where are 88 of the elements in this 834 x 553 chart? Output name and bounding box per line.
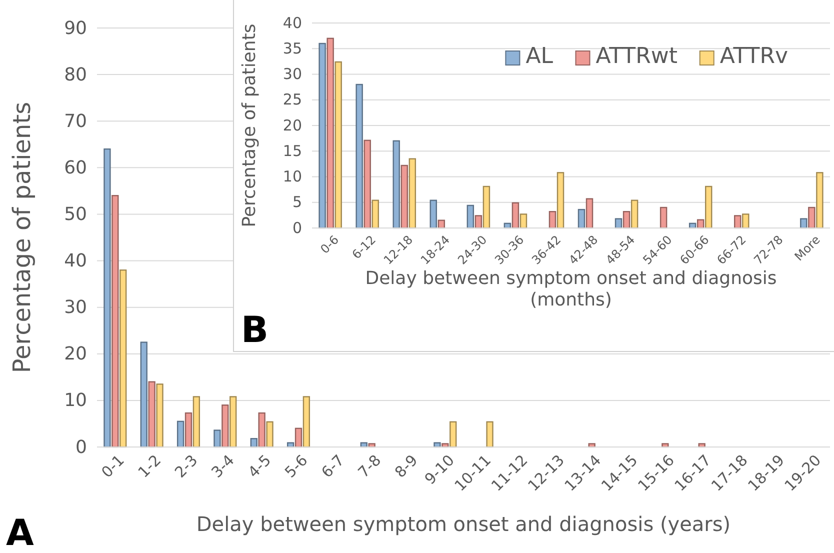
bar	[372, 200, 379, 229]
x-tick-label: 3-4	[208, 451, 238, 482]
y-tick-label: 20	[64, 344, 87, 365]
y-tick-label: 40	[282, 14, 302, 32]
bar	[334, 61, 342, 229]
x-tick-label: 4-5	[244, 451, 275, 482]
x-axis-title: Delay between symptom onset and diagnosis (years)	[196, 512, 731, 536]
bar	[696, 219, 704, 229]
bar	[614, 218, 622, 229]
y-tick-label: 15	[282, 142, 302, 160]
y-tick-label: 25	[282, 90, 302, 109]
x-tick-label: 8-9	[391, 451, 422, 482]
legend-label: AL	[526, 44, 554, 69]
bar	[430, 200, 437, 229]
bar	[816, 172, 824, 229]
bar	[258, 412, 266, 448]
y-tick-label: 70	[64, 110, 87, 132]
legend-label: ATTRwt	[596, 44, 678, 69]
bar	[520, 214, 528, 229]
annotation: B	[241, 310, 268, 351]
bar	[176, 420, 184, 448]
bar	[294, 428, 302, 448]
bar	[622, 211, 630, 229]
x-tick-label: 6-7	[318, 451, 348, 482]
bar	[120, 269, 127, 448]
bar	[705, 186, 712, 229]
bar	[392, 140, 400, 229]
bar	[556, 172, 564, 229]
x-tick-label: 1-2	[134, 451, 165, 482]
y-tick-label: 30	[282, 65, 302, 84]
bar	[660, 206, 668, 229]
y-tick-label: 10	[282, 168, 302, 186]
bar	[630, 200, 638, 229]
bar	[742, 214, 750, 229]
x-tick-label: 7-8	[354, 451, 385, 482]
y-tick-label: 5	[292, 193, 302, 212]
x-axis-title: Delay between symptom onset and diagnosis (months)	[365, 268, 777, 311]
bar	[450, 421, 457, 448]
bar	[586, 198, 594, 229]
legend-label: ATTRv	[720, 44, 788, 69]
y-tick-label: 0	[76, 436, 87, 458]
bar	[156, 384, 164, 448]
x-tick-label: 0-6	[318, 232, 342, 256]
bar	[800, 218, 808, 229]
bar	[104, 148, 111, 448]
bar	[408, 158, 416, 229]
bar	[400, 164, 408, 229]
y-tick-label: 20	[282, 116, 302, 134]
y-tick-label: 0	[292, 218, 302, 237]
bar	[192, 396, 200, 448]
bar	[112, 195, 119, 448]
y-tick-label: 40	[64, 250, 87, 272]
x-tick-label: 2-3	[171, 451, 202, 482]
bar	[302, 396, 310, 448]
bar	[512, 202, 520, 229]
y-tick-label: 60	[64, 157, 87, 178]
x-tick-label: 0-1	[98, 451, 128, 482]
bar	[548, 211, 556, 229]
bar	[734, 215, 742, 229]
y-tick-label: 35	[282, 39, 302, 58]
bar	[230, 396, 237, 448]
bar	[438, 220, 446, 229]
bar	[364, 140, 371, 229]
bar	[578, 208, 586, 229]
y-tick-label: 50	[64, 204, 87, 225]
bar	[184, 412, 192, 448]
bar	[486, 421, 494, 448]
bar	[140, 342, 148, 448]
bar	[266, 421, 274, 448]
bar	[466, 204, 474, 229]
y-axis-title: Percentage of patients	[239, 24, 260, 228]
y-tick-label: 80	[64, 64, 87, 86]
y-axis-title: Percentage of patients	[8, 102, 36, 374]
text: A	[6, 513, 34, 553]
bar	[222, 404, 229, 448]
y-tick-label: 30	[64, 297, 87, 318]
bar	[326, 38, 334, 229]
bar	[482, 186, 490, 229]
bar	[148, 381, 156, 448]
bar	[474, 215, 482, 229]
bar	[808, 206, 816, 229]
bar	[356, 84, 363, 229]
y-tick-label: 10	[64, 390, 87, 412]
y-tick-label: 90	[64, 18, 87, 39]
bar	[214, 430, 221, 448]
bar	[434, 442, 441, 448]
x-tick-label: 5-6	[281, 451, 312, 482]
bar	[318, 42, 326, 229]
